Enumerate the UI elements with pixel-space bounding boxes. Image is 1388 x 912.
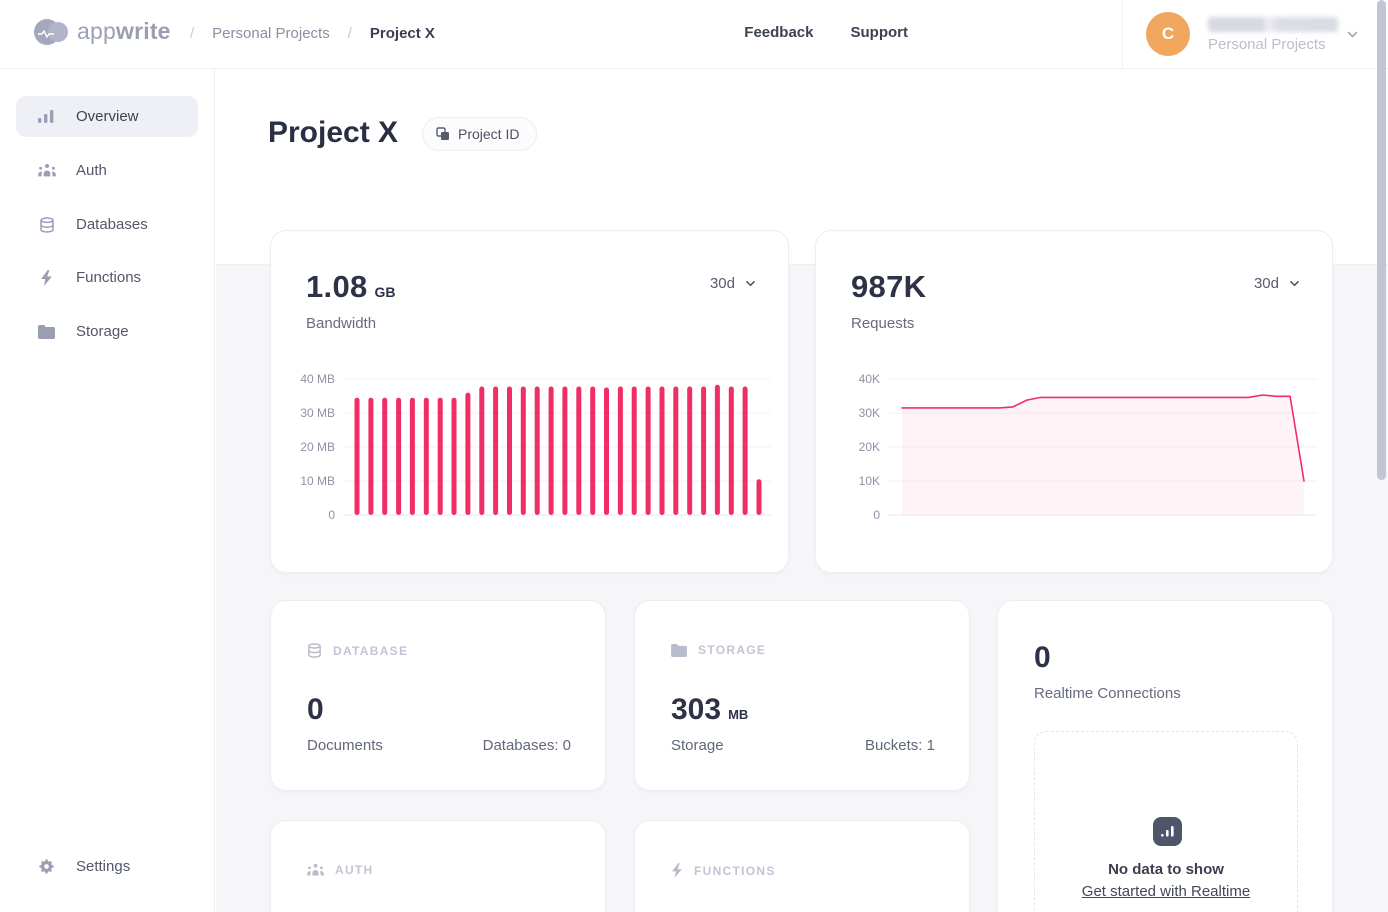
sidebar-item-functions[interactable]: Functions xyxy=(16,257,198,298)
database-card-header: DATABASE xyxy=(333,643,409,658)
database-icon xyxy=(37,216,56,233)
copy-icon xyxy=(436,127,449,140)
realtime-connections-count: 0 xyxy=(1034,641,1051,674)
functions-card-header: FUNCTIONS xyxy=(694,863,776,878)
sidebar-item-databases[interactable]: Databases xyxy=(16,204,198,245)
svg-text:0: 0 xyxy=(328,508,335,522)
chevron-down-icon xyxy=(1347,31,1358,38)
chevron-down-icon xyxy=(1290,280,1299,287)
sidebar-item-label: Overview xyxy=(76,108,139,125)
bandwidth-range-select[interactable]: 30d xyxy=(710,275,757,292)
documents-label: Documents xyxy=(307,737,383,754)
requests-label: Requests xyxy=(851,315,915,332)
requests-card: 987K Requests 30d 40K 30K 20K 10K 0 xyxy=(815,230,1333,573)
database-card: DATABASE 0 Documents Databases: 0 xyxy=(270,600,606,791)
account-menu[interactable]: C Personal Projects xyxy=(1122,0,1388,69)
sidebar-item-overview[interactable]: Overview xyxy=(16,96,198,137)
breadcrumb-project-x[interactable]: Project X xyxy=(369,25,435,42)
realtime-empty-state: No data to show Get started with Realtim… xyxy=(1034,731,1298,912)
sidebar-item-label: Auth xyxy=(76,162,107,179)
lightning-icon xyxy=(671,863,682,878)
breadcrumb-separator: / xyxy=(190,25,195,42)
databases-count: Databases: 0 xyxy=(482,737,571,754)
svg-text:40 MB: 40 MB xyxy=(300,372,335,386)
requests-range-select[interactable]: 30d xyxy=(1254,275,1301,292)
sidebar-item-label: Settings xyxy=(76,858,131,875)
bar-chart-icon xyxy=(37,109,56,124)
folder-icon xyxy=(37,324,56,339)
appwrite-logo-text: appwrite xyxy=(77,18,171,44)
project-id-badge[interactable]: Project ID xyxy=(422,117,538,151)
scrollbar-thumb[interactable] xyxy=(1377,0,1386,480)
database-icon xyxy=(308,643,321,658)
storage-card: STORAGE 303 MB Storage Buckets: 1 xyxy=(634,600,970,791)
realtime-card: 0 Realtime Connections No data to show G… xyxy=(997,600,1333,912)
svg-text:10K: 10K xyxy=(859,474,880,488)
bandwidth-label: Bandwidth xyxy=(306,315,377,332)
svg-text:30 MB: 30 MB xyxy=(300,406,335,420)
breadcrumb-personal-projects[interactable]: Personal Projects xyxy=(212,25,330,42)
storage-value: 303 xyxy=(671,693,722,726)
sidebar-item-settings[interactable]: Settings xyxy=(16,846,198,887)
header-nav: Feedback Support xyxy=(744,24,908,41)
bandwidth-card: 1.08 GB Bandwidth 30d 40 MB 30 MB 20 MB 10 … xyxy=(270,230,789,573)
no-data-message: No data to show xyxy=(1108,861,1224,878)
project-id-badge-label: Project ID xyxy=(458,126,520,142)
svg-text:0: 0 xyxy=(873,508,880,522)
lightning-icon xyxy=(37,269,56,286)
chevron-down-icon xyxy=(746,280,755,287)
avatar: C xyxy=(1146,12,1190,56)
breadcrumb: / Personal Projects / Project X xyxy=(190,25,435,42)
requests-value: 987K xyxy=(851,269,927,304)
get-started-realtime-link[interactable]: Get started with Realtime xyxy=(1081,883,1251,900)
sidebar-item-label: Databases xyxy=(76,216,148,233)
sidebar-item-label: Storage xyxy=(76,323,129,340)
chart-placeholder-icon xyxy=(1153,817,1182,846)
requests-chart: 40K 30K 20K 10K 0 xyxy=(830,367,1322,534)
svg-text:20K: 20K xyxy=(859,440,880,454)
auth-card: AUTH xyxy=(270,820,606,912)
buckets-count: Buckets: 1 xyxy=(864,737,935,754)
bandwidth-unit: GB xyxy=(374,284,396,300)
pulse-icon xyxy=(38,29,54,38)
top-header: appwrite / Personal Projects / Project X… xyxy=(0,0,1388,69)
appwrite-logo-icon xyxy=(34,18,68,45)
auth-card-header: AUTH xyxy=(335,863,374,877)
feedback-button[interactable]: Feedback xyxy=(744,24,814,41)
svg-text:10 MB: 10 MB xyxy=(300,474,335,488)
user-organization: Personal Projects xyxy=(1208,36,1326,53)
page-title: Project X xyxy=(268,116,399,149)
breadcrumb-separator: / xyxy=(347,25,352,42)
sidebar: Overview Auth Databases Functions Storag… xyxy=(0,69,215,912)
range-value: 30d xyxy=(1253,275,1279,292)
storage-unit: MB xyxy=(728,707,749,722)
realtime-connections-label: Realtime Connections xyxy=(1034,685,1181,702)
sidebar-item-storage[interactable]: Storage xyxy=(16,311,198,352)
range-value: 30d xyxy=(709,275,735,292)
support-button[interactable]: Support xyxy=(850,24,909,41)
svg-text:30K: 30K xyxy=(859,406,880,420)
svg-text:20 MB: 20 MB xyxy=(300,440,335,454)
users-icon xyxy=(37,163,56,178)
bandwidth-chart: 40 MB 30 MB 20 MB 10 MB 0 xyxy=(285,367,777,534)
storage-card-header: STORAGE xyxy=(698,643,767,657)
documents-count: 0 xyxy=(307,693,324,726)
svg-text:40K: 40K xyxy=(859,372,880,386)
sidebar-item-label: Functions xyxy=(76,269,142,286)
sidebar-item-auth[interactable]: Auth xyxy=(16,150,198,191)
user-name-redacted xyxy=(1208,17,1338,32)
functions-card: FUNCTIONS xyxy=(634,820,970,912)
folder-icon xyxy=(671,643,687,657)
appwrite-logo[interactable]: appwrite xyxy=(34,18,171,45)
users-icon xyxy=(307,863,324,876)
gear-icon xyxy=(37,858,56,875)
storage-label: Storage xyxy=(671,737,724,754)
bandwidth-value: 1.08 xyxy=(306,269,368,304)
